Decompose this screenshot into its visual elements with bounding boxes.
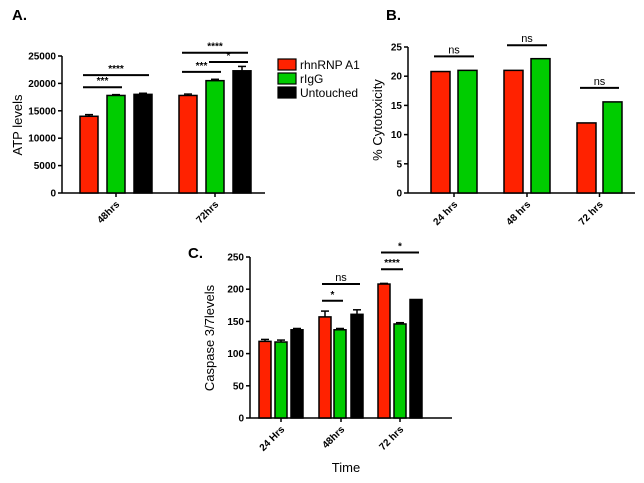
y-tick-label: 15 xyxy=(391,101,403,112)
significance-label: ns xyxy=(448,44,460,56)
significance-label: **** xyxy=(108,64,124,75)
y-axis-label: ATP levels xyxy=(10,94,25,155)
y-tick-label: 0 xyxy=(396,189,402,200)
x-tick-label: 48hrs xyxy=(320,424,347,451)
y-tick-label: 0 xyxy=(50,189,56,200)
panel-label: A. xyxy=(12,7,27,24)
bar-untouched xyxy=(350,313,364,419)
bar-rigg xyxy=(530,57,551,194)
bar-rhnrnp-a1 xyxy=(503,69,524,194)
chart-c: C. 0 50 100 150 200 250 Caspase 3/7levels 24 Hrs… xyxy=(188,241,452,475)
x-tick-label: 24 Hrs xyxy=(258,424,288,454)
bar-untouched xyxy=(290,329,304,419)
legend-swatch xyxy=(277,58,297,71)
y-tick-label: 150 xyxy=(227,317,244,328)
y-axis-label: % Cytotoxicity xyxy=(370,79,385,161)
y-tick-label: 5 xyxy=(396,159,402,170)
significance-label: ns xyxy=(521,33,533,45)
y-tick-label: 200 xyxy=(227,285,244,296)
y-tick-label: 20000 xyxy=(28,79,56,90)
bar-rigg xyxy=(457,69,478,194)
significance-label: *** xyxy=(196,61,208,72)
y-tick-label: 15000 xyxy=(28,106,56,117)
x-tick-label: 72hrs xyxy=(194,199,221,226)
significance-label: ns xyxy=(335,272,347,284)
y-tick-label: 250 xyxy=(227,253,244,264)
y-tick-label: 25 xyxy=(391,43,403,54)
x-tick-label: 72 hrs xyxy=(577,199,606,228)
bar-rigg xyxy=(106,94,126,194)
bar-rhnrnp-a1 xyxy=(318,316,332,419)
bar-rigg xyxy=(333,329,347,419)
x-tick-label: 72 hrs xyxy=(378,424,407,453)
y-tick-label: 5000 xyxy=(34,161,57,172)
significance-label: ns xyxy=(594,76,606,88)
panel-label: B. xyxy=(386,7,401,24)
bar-untouched xyxy=(133,93,153,194)
x-tick-label: 24 hrs xyxy=(432,199,461,228)
significance-label: **** xyxy=(207,42,223,53)
bar-rhnrnp-a1 xyxy=(576,122,597,194)
chart-a: A. 0 5000 10000 15000 20000 25000 ATP levels 48h… xyxy=(10,7,360,226)
legend-label: rhnRNP A1 xyxy=(300,58,360,72)
y-tick-label: 0 xyxy=(238,414,244,425)
legend-swatch xyxy=(277,72,297,85)
significance-label: * xyxy=(227,51,231,62)
significance-label: *** xyxy=(97,76,109,87)
x-tick-label: 48hrs xyxy=(95,199,122,226)
bar-untouched xyxy=(232,70,252,194)
legend-swatch xyxy=(277,86,297,99)
bar-rhnrnp-a1 xyxy=(178,94,198,194)
bar-rhnrnp-a1 xyxy=(377,283,391,419)
bar-untouched xyxy=(409,298,423,419)
bar-rhnrnp-a1 xyxy=(79,115,99,194)
bar-rigg xyxy=(205,79,225,194)
legend-label: Untouched xyxy=(300,86,358,100)
x-tick-label: 48 hrs xyxy=(505,199,534,228)
chart-b: B. 0 5 10 15 20 25 % Cytotoxicity 24 hrs 48 hrs 72… xyxy=(370,7,635,228)
y-tick-label: 10 xyxy=(391,130,403,141)
panel-label: C. xyxy=(188,245,203,262)
legend-label: rIgG xyxy=(300,72,323,86)
y-axis-label: Caspase 3/7levels xyxy=(202,284,217,391)
bar-rhnrnp-a1 xyxy=(430,70,451,194)
y-tick-label: 25000 xyxy=(28,52,56,63)
y-tick-label: 100 xyxy=(227,349,244,360)
y-tick-label: 10000 xyxy=(28,134,56,145)
y-tick-label: 20 xyxy=(391,72,403,83)
bar-rhnrnp-a1 xyxy=(258,340,272,419)
significance-label: * xyxy=(398,241,402,252)
significance-label: **** xyxy=(384,258,400,269)
bar-rigg xyxy=(274,341,288,419)
bar-rigg xyxy=(602,101,623,194)
significance-label: * xyxy=(331,290,335,301)
y-tick-label: 50 xyxy=(233,381,245,392)
x-axis-label: Time xyxy=(332,460,360,475)
bar-rigg xyxy=(393,323,407,419)
